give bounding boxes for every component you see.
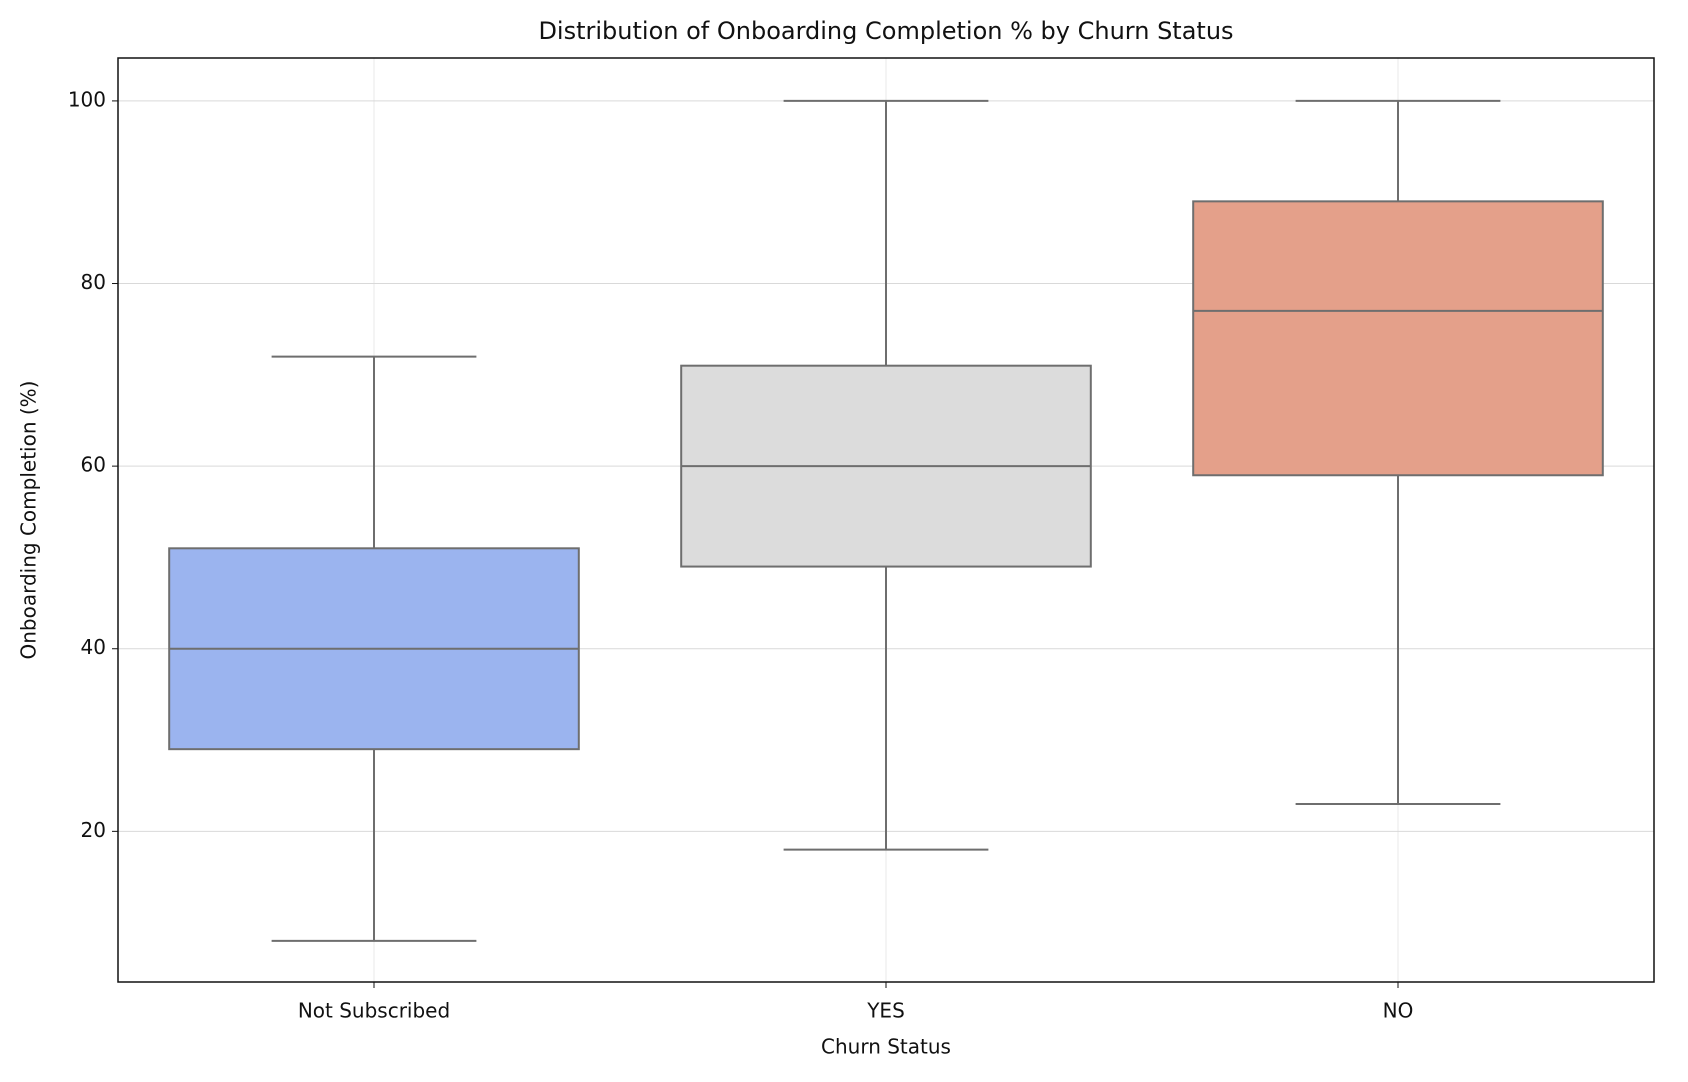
x-tick-label: NO [1383,999,1414,1023]
plot-frame [117,57,1655,983]
x-tick-label: Not Subscribed [298,999,450,1023]
y-axis-label: Onboarding Completion (%) [17,381,41,660]
y-tick-label: 20 [81,818,106,842]
y-tick-label: 100 [68,87,106,111]
y-tick-label: 80 [81,270,106,294]
x-tick-label: YES [866,999,905,1023]
y-tick-label: 40 [81,635,106,659]
x-axis-label: Churn Status [821,1035,951,1059]
box [1192,200,1604,477]
y-tick-label: 60 [81,453,106,477]
chart-title: Distribution of Onboarding Completion % … [538,17,1233,45]
